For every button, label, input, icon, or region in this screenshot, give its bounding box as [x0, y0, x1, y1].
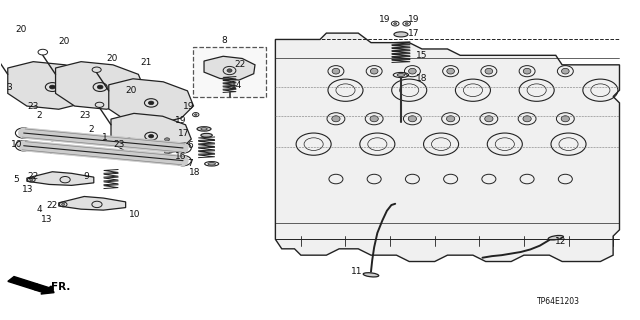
Text: 23: 23 [27, 102, 38, 111]
Text: 15: 15 [415, 51, 427, 60]
Ellipse shape [126, 150, 131, 154]
Text: 22: 22 [235, 60, 246, 69]
Text: 12: 12 [554, 237, 566, 246]
Text: FR.: FR. [51, 282, 70, 292]
Text: 3: 3 [6, 83, 12, 92]
Text: 7: 7 [188, 159, 193, 168]
Text: 20: 20 [106, 54, 118, 63]
Ellipse shape [397, 74, 404, 76]
Polygon shape [27, 172, 94, 185]
Text: 5: 5 [13, 174, 19, 184]
Text: 4: 4 [36, 205, 42, 214]
Text: 2: 2 [89, 125, 94, 134]
Text: 20: 20 [15, 25, 27, 35]
Text: 20: 20 [125, 86, 137, 95]
Text: 6: 6 [188, 141, 193, 150]
Ellipse shape [408, 68, 416, 74]
Text: 20: 20 [59, 36, 70, 45]
Text: 9: 9 [83, 172, 89, 181]
Text: 19: 19 [175, 116, 187, 125]
Text: 16: 16 [175, 152, 187, 161]
Text: 19: 19 [183, 102, 195, 111]
Ellipse shape [394, 32, 408, 37]
Text: 13: 13 [41, 215, 52, 224]
Ellipse shape [332, 68, 340, 74]
Ellipse shape [364, 273, 379, 277]
Text: 14: 14 [231, 81, 242, 90]
Text: 19: 19 [379, 15, 390, 24]
Polygon shape [204, 56, 255, 80]
Ellipse shape [61, 203, 65, 205]
Polygon shape [56, 62, 145, 109]
Ellipse shape [201, 133, 212, 137]
Ellipse shape [524, 68, 531, 74]
Ellipse shape [561, 68, 569, 74]
Ellipse shape [97, 85, 103, 89]
Text: 22: 22 [46, 202, 57, 211]
Ellipse shape [405, 23, 408, 25]
Ellipse shape [332, 116, 340, 122]
FancyBboxPatch shape [193, 47, 266, 97]
Ellipse shape [370, 116, 378, 122]
Text: 22: 22 [27, 172, 38, 181]
Ellipse shape [523, 116, 531, 122]
Text: 13: 13 [22, 185, 33, 194]
Ellipse shape [148, 101, 154, 105]
Ellipse shape [148, 134, 154, 138]
Text: TP64E1203: TP64E1203 [537, 297, 580, 306]
Ellipse shape [164, 150, 170, 154]
Ellipse shape [197, 127, 211, 131]
Ellipse shape [484, 116, 493, 122]
Text: 8: 8 [221, 36, 227, 44]
Ellipse shape [29, 179, 33, 181]
Text: 19: 19 [408, 15, 419, 24]
Text: 2: 2 [36, 111, 42, 120]
Text: 21: 21 [140, 58, 152, 67]
Ellipse shape [408, 116, 417, 122]
Text: 10: 10 [129, 210, 140, 219]
Text: 17: 17 [408, 28, 419, 38]
Ellipse shape [164, 138, 170, 141]
Text: 17: 17 [178, 130, 189, 139]
Ellipse shape [561, 116, 570, 122]
Ellipse shape [88, 150, 93, 154]
Ellipse shape [50, 150, 55, 154]
Polygon shape [111, 113, 191, 156]
Ellipse shape [50, 138, 55, 141]
Text: 23: 23 [79, 111, 90, 120]
Ellipse shape [49, 85, 55, 89]
Text: 1: 1 [102, 133, 108, 142]
Ellipse shape [208, 163, 216, 165]
Ellipse shape [447, 68, 454, 74]
Polygon shape [59, 196, 125, 210]
Ellipse shape [394, 23, 397, 25]
Polygon shape [275, 33, 620, 261]
Text: 11: 11 [351, 267, 362, 276]
Ellipse shape [371, 68, 378, 74]
Ellipse shape [126, 138, 131, 141]
Polygon shape [109, 79, 193, 124]
FancyArrow shape [8, 276, 54, 294]
Text: 10: 10 [11, 140, 22, 149]
Ellipse shape [195, 114, 197, 116]
Ellipse shape [88, 138, 93, 141]
Ellipse shape [227, 69, 232, 72]
Ellipse shape [548, 236, 563, 240]
Ellipse shape [447, 116, 455, 122]
Text: 23: 23 [113, 140, 124, 149]
Ellipse shape [485, 68, 493, 74]
Polygon shape [8, 62, 97, 109]
Text: 18: 18 [189, 168, 201, 177]
Text: 18: 18 [415, 74, 427, 83]
